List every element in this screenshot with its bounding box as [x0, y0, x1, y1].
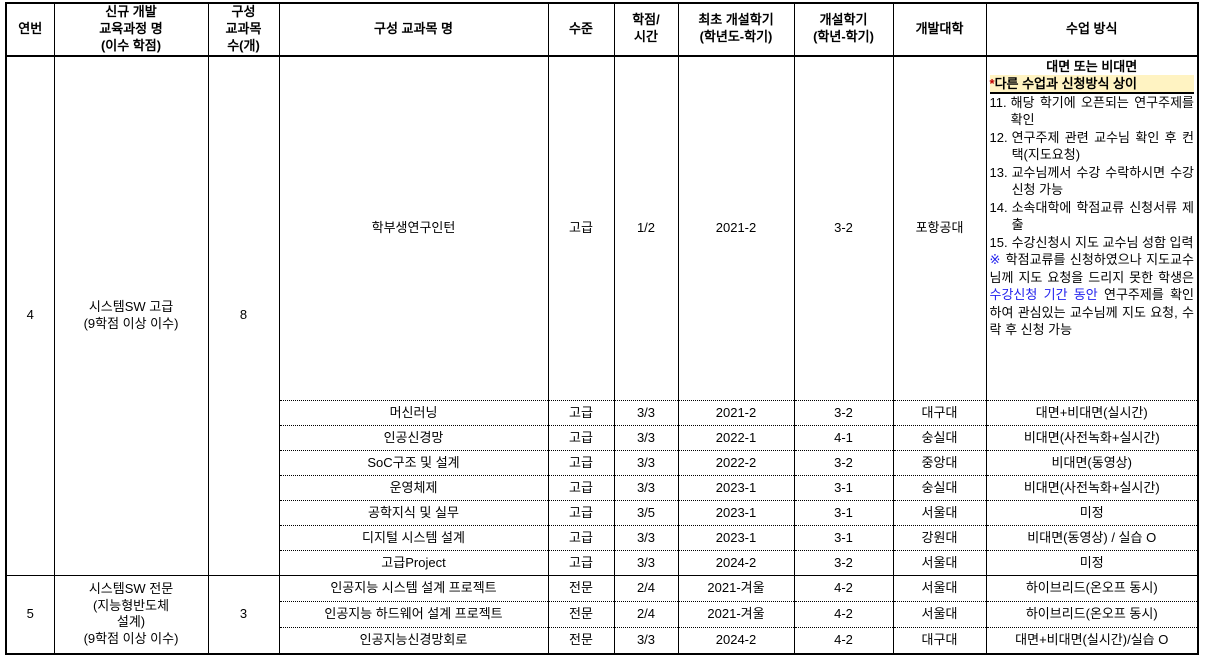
course-name-cell: 인공지능 시스템 설계 프로젝트 [278, 575, 549, 602]
method-warning-highlight: *다른 수업과 신청방식 상이 [989, 74, 1194, 94]
course-row: 인공지능신경망회로 전문 3/3 2024-2 4-2 대구대 대면+비대면(실… [6, 627, 1199, 654]
course-row: 인공신경망 고급 3/3 2022-1 4-1 숭실대 비대면(사전녹화+실시간… [6, 425, 1199, 451]
method-step: 15. 수강신청시 지도 교수님 성함 입력 [989, 234, 1194, 250]
method-step: 11. 해당 학기에 오픈되는 연구주제를 확인 [989, 94, 1195, 128]
class-method-cell: 대면+비대면(실시간) [985, 400, 1199, 426]
course-name-cell: 고급Project [278, 550, 549, 576]
curriculum-name-cell: 시스템SW 전문 (지능형반도체 설계) (9학점 이상 이수) [53, 575, 209, 654]
col-header-open-semester: 개설학기 (학년-학기) [793, 2, 894, 57]
method-step: 12. 연구주제 관련 교수님 확인 후 컨택(지도요청) [989, 129, 1195, 163]
class-method-detail-cell: 대면 또는 비대면 *다른 수업과 신청방식 상이 11. 해당 학기에 오픈되는… [985, 55, 1199, 401]
col-header-credit-hours: 학점/ 시간 [613, 2, 679, 57]
method-warning-text: 다른 수업과 신청방식 상이 [994, 75, 1137, 91]
class-method-cell: 비대면(사전녹화+실시간) [985, 475, 1199, 501]
course-name-cell: 인공지능 하드웨어 설계 프로젝트 [278, 601, 549, 628]
curriculum-course-table: 연번 신규 개발 교육과정 명 (이수 학점) 구성 교과목 수(개) 구성 교… [5, 2, 1199, 655]
col-header-course-name: 구성 교과목 명 [278, 2, 549, 57]
course-name-cell: 공학지식 및 실무 [278, 500, 549, 526]
group-no-cell: 5 [5, 575, 55, 654]
course-name-cell: 디지털 시스템 설계 [278, 525, 549, 551]
course-count-cell: 3 [207, 575, 280, 654]
group-no-cell: 4 [5, 55, 55, 576]
col-header-curriculum-name: 신규 개발 교육과정 명 (이수 학점) [53, 2, 209, 57]
course-name-cell: 머신러닝 [278, 400, 549, 426]
note-blue-phrase: 수강신청 기간 동안 [989, 287, 1098, 303]
col-header-course-count: 구성 교과목 수(개) [207, 2, 280, 57]
level-cell: 고급 [547, 55, 615, 401]
col-header-level: 수준 [547, 2, 615, 57]
course-name-cell: SoC구조 및 설계 [278, 450, 549, 476]
col-header-class-method: 수업 방식 [985, 2, 1199, 57]
class-method-cell: 비대면(사전녹화+실시간) [985, 425, 1199, 451]
course-name-cell: 학부생연구인턴 [278, 55, 549, 401]
class-method-cell: 미정 [985, 550, 1199, 576]
class-method-cell: 비대면(동영상) [985, 450, 1199, 476]
class-method-cell: 하이브리드(온오프 동시) [985, 601, 1199, 628]
method-step: 13. 교수님께서 수강 수락하시면 수강신청 가능 [989, 164, 1195, 198]
course-name-cell: 운영체제 [278, 475, 549, 501]
table-header-row: 연번 신규 개발 교육과정 명 (이수 학점) 구성 교과목 수(개) 구성 교… [5, 2, 1199, 57]
class-method-cell: 대면+비대면(실시간)/실습 O [985, 627, 1199, 654]
method-step: 14. 소속대학에 학점교류 신청서류 제출 [989, 199, 1195, 233]
university-cell: 포항공대 [892, 55, 987, 401]
col-header-university: 개발대학 [892, 2, 987, 57]
course-name-cell: 인공신경망 [278, 425, 549, 451]
class-method-cell: 비대면(동영상) / 실습 O [985, 525, 1199, 551]
course-row: 고급Project 고급 3/3 2024-2 3-2 서울대 미정 [6, 550, 1199, 576]
class-method-cell: 하이브리드(온오프 동시) [985, 575, 1199, 602]
curriculum-name-cell: 시스템SW 고급 (9학점 이상 이수) [53, 55, 209, 576]
course-row: 4 시스템SW 고급 (9학점 이상 이수) 8 학부생연구인턴 고급 1/2 … [5, 55, 1199, 576]
course-row: 머신러닝 고급 3/3 2021-2 3-2 대구대 대면+비대면(실시간) [6, 400, 1199, 426]
open-semester-cell: 3-2 [793, 55, 894, 401]
course-name-cell: 인공지능신경망회로 [278, 627, 549, 654]
class-method-cell: 미정 [985, 500, 1199, 526]
first-semester-cell: 2021-2 [677, 55, 795, 401]
course-row: 5 시스템SW 전문 (지능형반도체 설계) (9학점 이상 이수) 3 인공지… [5, 575, 1199, 654]
col-header-no: 연번 [5, 2, 55, 57]
col-header-first-semester: 최초 개설학기 (학년도-학기) [677, 2, 795, 57]
course-count-cell: 8 [207, 55, 280, 576]
course-row: SoC구조 및 설계 고급 3/3 2022-2 3-2 중앙대 비대면(동영상… [6, 450, 1199, 476]
method-title: 대면 또는 비대면 [1046, 58, 1138, 74]
course-row: 운영체제 고급 3/3 2023-1 3-1 숭실대 비대면(사전녹화+실시간) [6, 475, 1199, 501]
credit-cell: 1/2 [613, 55, 679, 401]
course-row: 인공지능 하드웨어 설계 프로젝트 전문 2/4 2021-겨울 4-2 서울대… [6, 601, 1199, 628]
course-row: 디지털 시스템 설계 고급 3/3 2023-1 3-1 강원대 비대면(동영상… [6, 525, 1199, 551]
course-row: 공학지식 및 실무 고급 3/5 2023-1 3-1 서울대 미정 [6, 500, 1199, 526]
note-mark: ※ [989, 252, 1002, 268]
method-note: ※ 학점교류를 신청하였으나 지도교수님께 지도 요청을 드리지 못한 학생은 … [989, 252, 1195, 338]
red-asterisk: * [989, 75, 995, 91]
